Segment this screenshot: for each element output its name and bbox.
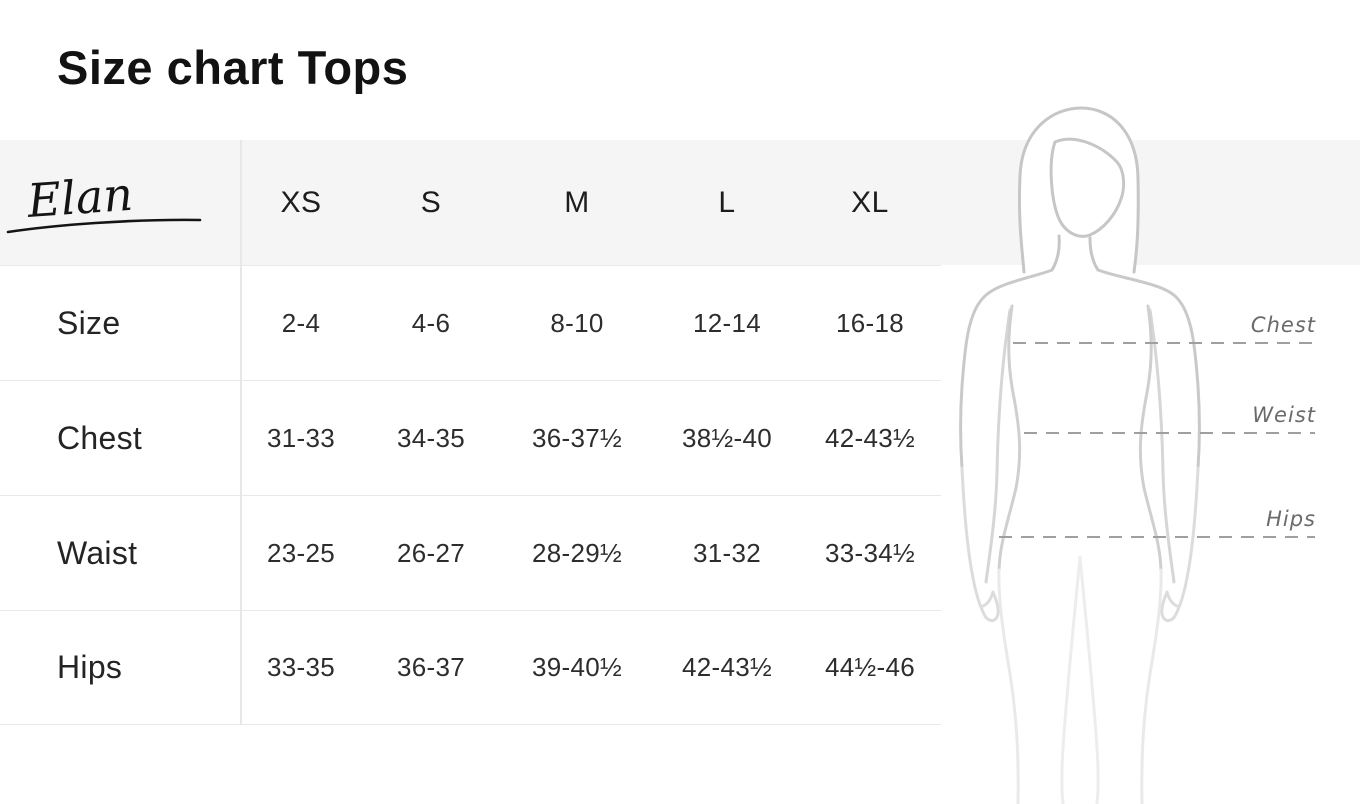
table-row-size: Size 2-4 4-6 8-10 12-14 16-18 — [0, 265, 941, 380]
chest-xl-value: 42-43½ — [825, 422, 915, 453]
size-m-value: 8-10 — [550, 307, 604, 338]
left-leg-outer-line — [997, 568, 1020, 804]
waist-xs-value: 23-25 — [267, 537, 335, 568]
body-measurement-figure: Chest Weist Hips — [940, 100, 1360, 804]
column-header-l: L — [718, 185, 736, 219]
hips-m-value: 39-40½ — [532, 652, 622, 682]
right-shoulder-arm-line — [1096, 268, 1201, 470]
size-xs-value: 2-4 — [281, 307, 321, 338]
chest-m-value: 36-37½ — [532, 422, 622, 453]
left-torso-line — [997, 304, 1022, 572]
hair-outline — [1017, 106, 1140, 274]
inner-leg-lines — [1060, 555, 1100, 804]
row-label-hips: Hips — [57, 649, 123, 685]
waist-s-value: 26-27 — [397, 537, 465, 568]
hips-xl-value: 44½-46 — [825, 652, 915, 682]
right-inner-arm-line — [1148, 308, 1176, 584]
size-xl-value: 16-18 — [836, 307, 904, 338]
hips-s-value: 36-37 — [397, 652, 465, 682]
hips-l-value: 42-43½ — [682, 652, 772, 682]
neck-lines — [1050, 234, 1100, 272]
row-label-chest: Chest — [57, 419, 143, 456]
brand-logo-svg: Elan — [6, 166, 202, 233]
right-forearm-hand-line — [1160, 466, 1200, 623]
waist-m-value: 28-29½ — [532, 537, 622, 568]
face-outline — [1049, 137, 1126, 238]
size-l-value: 12-14 — [693, 307, 761, 338]
row-label-size: Size — [57, 304, 121, 341]
chest-measure-label: Chest — [1251, 313, 1316, 337]
hips-xs-value: 33-35 — [267, 652, 335, 682]
table-vertical-divider — [240, 140, 242, 725]
table-row-hips: Hips 33-35 36-37 39-40½ 42-43½ 44½-46 — [0, 610, 941, 725]
waist-xl-value: 33-34½ — [825, 537, 915, 568]
column-header-m: M — [564, 185, 590, 219]
right-torso-line — [1138, 304, 1163, 572]
chest-s-value: 34-35 — [397, 422, 465, 453]
table-row-waist: Waist 23-25 26-27 28-29½ 31-32 33-34½ — [0, 495, 941, 610]
chest-xs-value: 31-33 — [267, 422, 335, 453]
column-header-xs: XS — [280, 185, 322, 219]
right-leg-outer-line — [1140, 568, 1163, 804]
hips-measure-label: Hips — [1266, 507, 1316, 531]
brand-underline-swash — [6, 218, 202, 233]
size-s-value: 4-6 — [411, 307, 451, 338]
waist-measure-label: Weist — [1252, 403, 1316, 427]
brand-logo-text: Elan — [25, 166, 135, 227]
size-table: Elan XS S M L XL Size 2-4 4-6 8-10 12-14… — [0, 140, 941, 725]
page-title: Size chart Tops — [57, 41, 409, 94]
left-shoulder-arm-line — [959, 268, 1054, 470]
row-label-waist: Waist — [57, 534, 138, 571]
chest-l-value: 38½-40 — [682, 422, 772, 453]
left-forearm-hand-line — [960, 466, 1000, 623]
table-header-row: Elan XS S M L XL — [0, 140, 941, 265]
brand-logo: Elan — [0, 140, 240, 265]
left-inner-arm-line — [984, 308, 1012, 584]
waist-l-value: 31-32 — [693, 537, 761, 568]
table-row-chest: Chest 31-33 34-35 36-37½ 38½-40 42-43½ — [0, 380, 941, 495]
column-header-s: S — [420, 185, 442, 219]
female-silhouette-icon: Chest Weist Hips — [959, 106, 1316, 804]
column-header-xl: XL — [851, 185, 889, 219]
